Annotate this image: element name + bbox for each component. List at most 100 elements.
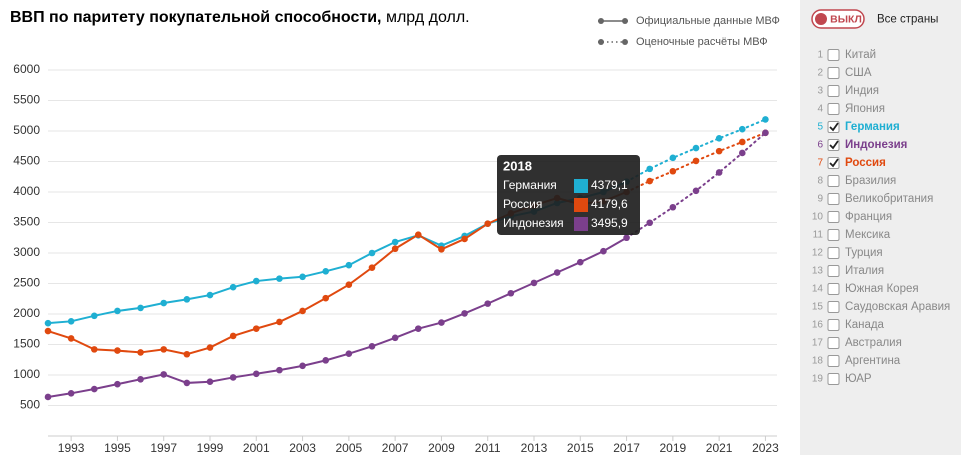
data-point [299, 362, 306, 370]
data-point [67, 318, 75, 325]
data-point [368, 249, 376, 257]
data-point [276, 275, 283, 282]
x-tick-label: 1999 [197, 441, 224, 455]
data-point [276, 318, 283, 326]
y-tick-label: 5500 [13, 93, 40, 107]
checkbox[interactable] [827, 229, 840, 241]
data-point [90, 346, 98, 353]
x-tick-label: 2003 [289, 441, 316, 455]
country-name: Индонезия [845, 139, 907, 151]
x-tick-label: 2007 [382, 441, 409, 455]
x-tick-label: 2005 [336, 441, 363, 455]
data-point [715, 147, 723, 155]
x-tick-label: 2009 [428, 441, 455, 455]
checkmark [829, 122, 839, 132]
checkbox[interactable] [827, 301, 840, 313]
checkbox[interactable] [827, 103, 840, 115]
checkbox[interactable] [827, 49, 840, 61]
data-point [507, 289, 515, 297]
tooltip-name: Германия [503, 178, 557, 192]
chart-title: ВВП по паритету покупательной способност… [10, 9, 470, 26]
y-tick-label: 1000 [13, 367, 40, 381]
data-point [391, 245, 399, 253]
data-point [137, 304, 144, 312]
data-point [299, 273, 306, 281]
checkbox[interactable] [827, 247, 840, 259]
data-point [160, 346, 168, 353]
country-rank: 16 [812, 320, 824, 331]
data-point [252, 370, 260, 378]
data-point [391, 334, 399, 342]
checkbox[interactable] [827, 373, 840, 385]
data-point [67, 390, 75, 397]
country-rank: 17 [812, 338, 824, 349]
country-rank: 13 [812, 266, 824, 277]
data-point [762, 129, 769, 137]
country-name: США [845, 67, 872, 79]
data-point [762, 116, 769, 123]
country-name: Германия [845, 121, 900, 133]
toggle[interactable] [811, 9, 865, 29]
country-rank: 10 [812, 212, 824, 223]
checkbox[interactable] [827, 211, 840, 223]
x-tick-label: 1995 [104, 441, 131, 455]
country-name: Индия [845, 85, 879, 97]
data-point [252, 277, 260, 285]
country-name: Турция [845, 247, 883, 259]
checkmark [829, 158, 839, 168]
checkbox[interactable] [827, 67, 840, 79]
country-name: Бразилия [845, 175, 896, 187]
data-point [738, 149, 746, 157]
data-point [206, 291, 214, 299]
tooltip-value: 3495,9 [591, 216, 628, 230]
country-name: Мексика [845, 229, 891, 241]
data-point [368, 343, 376, 350]
data-point [44, 393, 52, 401]
x-tick-label: 2015 [567, 441, 594, 455]
checkbox[interactable] [827, 85, 840, 97]
country-rank: 18 [812, 356, 824, 367]
country-name: Италия [845, 265, 884, 277]
data-point [183, 350, 191, 358]
legend-dot [598, 39, 604, 45]
data-point [646, 219, 654, 227]
tooltip-name: Индонезия [503, 216, 564, 230]
country-rank: 3 [817, 86, 823, 97]
checkbox[interactable] [827, 265, 840, 277]
country-rank: 8 [817, 176, 823, 187]
legend-estimate: Оценочные расчёты МВФ [636, 36, 768, 48]
series-line [47, 236, 628, 398]
data-point [206, 378, 214, 386]
checkbox[interactable] [827, 175, 840, 187]
tooltip-title: 2018 [503, 158, 532, 173]
tooltip-swatch [574, 179, 588, 193]
country-name: Саудовская Аравия [845, 301, 950, 313]
country-rank: 6 [817, 140, 823, 151]
checkbox[interactable] [827, 193, 840, 205]
title-main: ВВП по паритету покупательной способност… [10, 9, 382, 26]
all-countries[interactable]: Все страны [877, 14, 938, 26]
data-point [67, 335, 75, 342]
data-point [345, 281, 353, 289]
data-point [715, 135, 723, 142]
y-tick-label: 6000 [13, 62, 40, 76]
checkbox[interactable] [827, 283, 840, 295]
data-point [738, 125, 746, 133]
checkbox[interactable] [827, 337, 840, 349]
data-point [530, 279, 538, 287]
tooltip-value: 4179,6 [591, 197, 628, 211]
data-point [414, 325, 422, 332]
checkbox[interactable] [827, 355, 840, 367]
title-unit: млрд долл. [386, 9, 470, 26]
data-point [137, 349, 144, 356]
tooltip-name: Россия [503, 197, 542, 211]
data-point [438, 246, 445, 253]
y-tick-label: 3500 [13, 215, 40, 229]
x-tick-label: 2001 [243, 441, 270, 455]
sidebar-bg [800, 0, 961, 455]
y-tick-label: 3000 [13, 245, 40, 259]
data-point [229, 374, 237, 381]
data-point [322, 268, 330, 275]
checkbox[interactable] [827, 319, 840, 331]
legend-dot [622, 18, 628, 24]
